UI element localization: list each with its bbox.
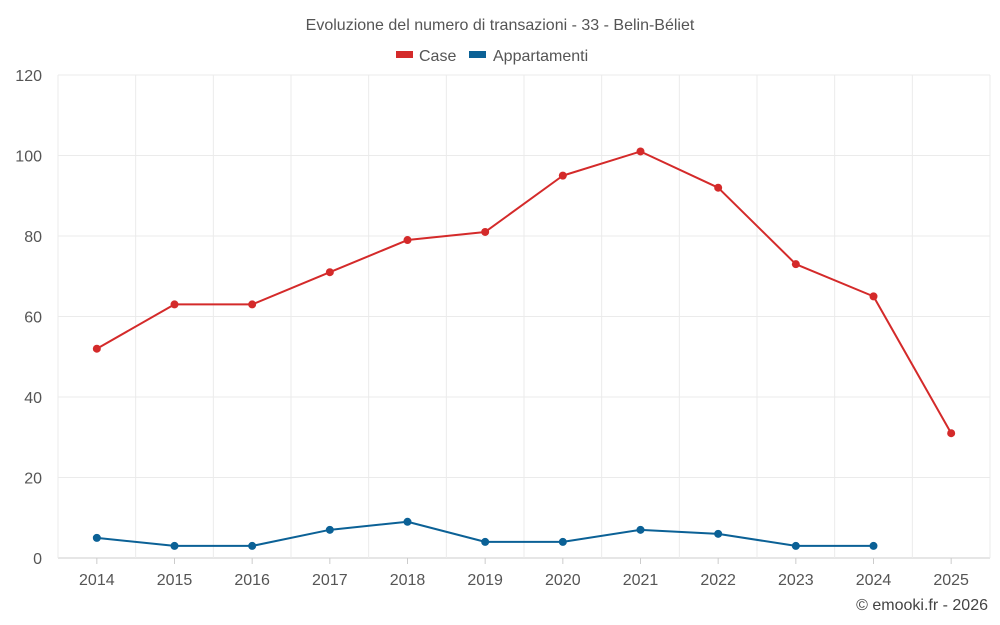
data-point-appartamenti[interactable] — [791, 541, 800, 550]
x-axis-ticks: 2014 2015 2016 2017 2018 2019 2020 2021 2022 2023… — [79, 558, 969, 589]
x-tick-label: 2023 — [778, 572, 814, 589]
legend-swatch-appartamenti — [469, 51, 486, 58]
y-tick-label: 20 — [24, 471, 42, 488]
legend[interactable]: Case Appartamenti — [396, 48, 588, 65]
data-point-appartamenti[interactable] — [403, 517, 412, 526]
data-point-case[interactable] — [92, 344, 101, 353]
x-tick-label: 2022 — [700, 572, 736, 589]
data-point-appartamenti[interactable] — [636, 525, 645, 534]
credit-text: © emooki.fr - 2026 — [856, 597, 988, 614]
x-tick-label: 2025 — [933, 572, 969, 589]
grid-layer — [57, 74, 991, 559]
x-tick-label: 2014 — [79, 572, 115, 589]
y-tick-label: 0 — [33, 551, 42, 568]
series-layer — [92, 147, 956, 550]
legend-swatch-case — [396, 51, 413, 58]
data-point-case[interactable] — [558, 171, 567, 180]
y-tick-label: 100 — [15, 149, 42, 166]
series-case[interactable] — [92, 147, 956, 438]
legend-label-case: Case — [419, 48, 456, 65]
data-point-case[interactable] — [170, 300, 179, 309]
x-tick-label: 2020 — [545, 572, 581, 589]
data-point-case[interactable] — [636, 147, 645, 156]
data-point-appartamenti[interactable] — [558, 537, 567, 546]
data-point-case[interactable] — [248, 300, 257, 309]
series-line-case — [96, 150, 953, 434]
data-point-appartamenti[interactable] — [248, 541, 257, 550]
data-point-case[interactable] — [403, 236, 412, 245]
series-appartamenti[interactable] — [92, 517, 878, 550]
x-tick-label: 2017 — [312, 572, 348, 589]
legend-label-appartamenti: Appartamenti — [493, 48, 588, 65]
data-point-appartamenti[interactable] — [869, 541, 878, 550]
x-tick-label: 2024 — [856, 572, 892, 589]
data-point-appartamenti[interactable] — [92, 533, 101, 542]
data-point-appartamenti[interactable] — [325, 525, 334, 534]
y-axis-ticks: 0 20 40 60 80 100 120 — [15, 68, 42, 568]
x-tick-label: 2019 — [467, 572, 503, 589]
data-point-case[interactable] — [481, 227, 490, 236]
y-tick-label: 80 — [24, 229, 42, 246]
x-tick-label: 2018 — [390, 572, 426, 589]
data-point-case[interactable] — [714, 183, 723, 192]
y-tick-label: 60 — [24, 310, 42, 327]
data-point-appartamenti[interactable] — [170, 541, 179, 550]
x-tick-label: 2016 — [234, 572, 270, 589]
data-point-case[interactable] — [869, 292, 878, 301]
data-point-case[interactable] — [791, 260, 800, 269]
chart-title: Evoluzione del numero di transazioni - 3… — [306, 17, 695, 34]
x-tick-label: 2015 — [157, 572, 193, 589]
legend-item-appartamenti[interactable]: Appartamenti — [469, 48, 588, 65]
data-point-case[interactable] — [325, 268, 334, 277]
data-point-appartamenti[interactable] — [481, 537, 490, 546]
y-tick-label: 40 — [24, 390, 42, 407]
legend-item-case[interactable]: Case — [396, 48, 456, 65]
data-point-appartamenti[interactable] — [714, 529, 723, 538]
x-tick-label: 2021 — [623, 572, 659, 589]
data-point-case[interactable] — [947, 429, 956, 438]
y-tick-label: 120 — [15, 68, 42, 85]
